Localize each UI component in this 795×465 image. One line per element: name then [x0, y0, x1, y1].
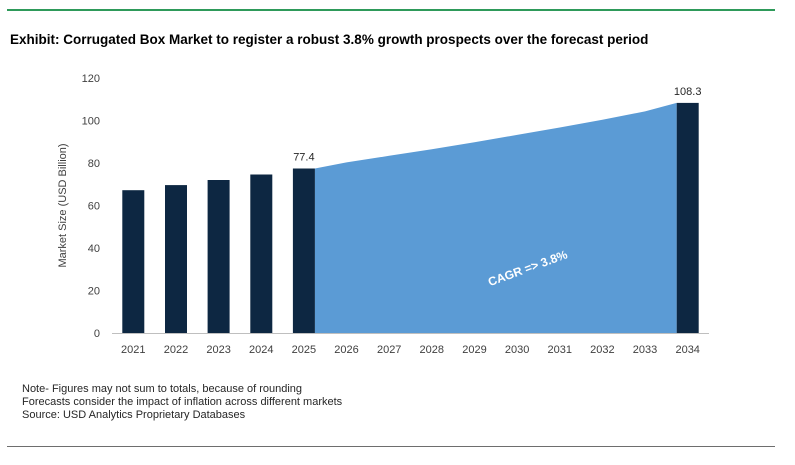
- y-tick-120: 120: [82, 73, 100, 85]
- x-tick-2033: 2033: [633, 344, 657, 356]
- x-tick-2025: 2025: [292, 344, 316, 356]
- y-tick-100: 100: [82, 116, 100, 128]
- note-source: Source: USD Analytics Proprietary Databa…: [22, 409, 246, 421]
- data-label-2025: 77.4: [293, 152, 314, 164]
- x-tick-2032: 2032: [590, 344, 614, 356]
- bar-2022: [165, 185, 187, 333]
- note-inflation: Forecasts consider the impact of inflati…: [22, 396, 343, 408]
- y-axis-label: Market Size (USD Billion): [57, 143, 69, 267]
- x-tick-2023: 2023: [206, 344, 230, 356]
- y-tick-20: 20: [88, 286, 100, 298]
- x-tick-2028: 2028: [420, 344, 444, 356]
- x-tick-2022: 2022: [164, 344, 188, 356]
- bar-2025: [292, 168, 315, 333]
- forecast-area: [314, 102, 677, 334]
- data-label-2034: 108.3: [674, 86, 702, 98]
- y-tick-40: 40: [88, 243, 100, 255]
- top-rule: [7, 9, 775, 11]
- x-tick-2034: 2034: [675, 344, 699, 356]
- x-tick-2031: 2031: [548, 344, 572, 356]
- bar-2034: [676, 102, 699, 334]
- bar-2023: [207, 180, 230, 333]
- x-tick-2021: 2021: [121, 344, 145, 356]
- note-rounding: Note- Figures may not sum to totals, bec…: [22, 383, 303, 395]
- notes: Note- Figures may not sum to totals, bec…: [22, 383, 342, 422]
- x-tick-2024: 2024: [249, 344, 273, 356]
- y-tick-60: 60: [88, 201, 100, 213]
- chart-title: Exhibit: Corrugated Box Market to regist…: [10, 32, 649, 47]
- y-tick-80: 80: [88, 158, 100, 170]
- x-tick-2030: 2030: [505, 344, 529, 356]
- bottom-rule: [7, 446, 775, 447]
- x-tick-2029: 2029: [462, 344, 486, 356]
- x-tick-2026: 2026: [334, 344, 358, 356]
- y-tick-0: 0: [94, 328, 100, 340]
- x-tick-2027: 2027: [377, 344, 401, 356]
- bar-2024: [250, 174, 273, 333]
- bar-2021: [122, 190, 145, 333]
